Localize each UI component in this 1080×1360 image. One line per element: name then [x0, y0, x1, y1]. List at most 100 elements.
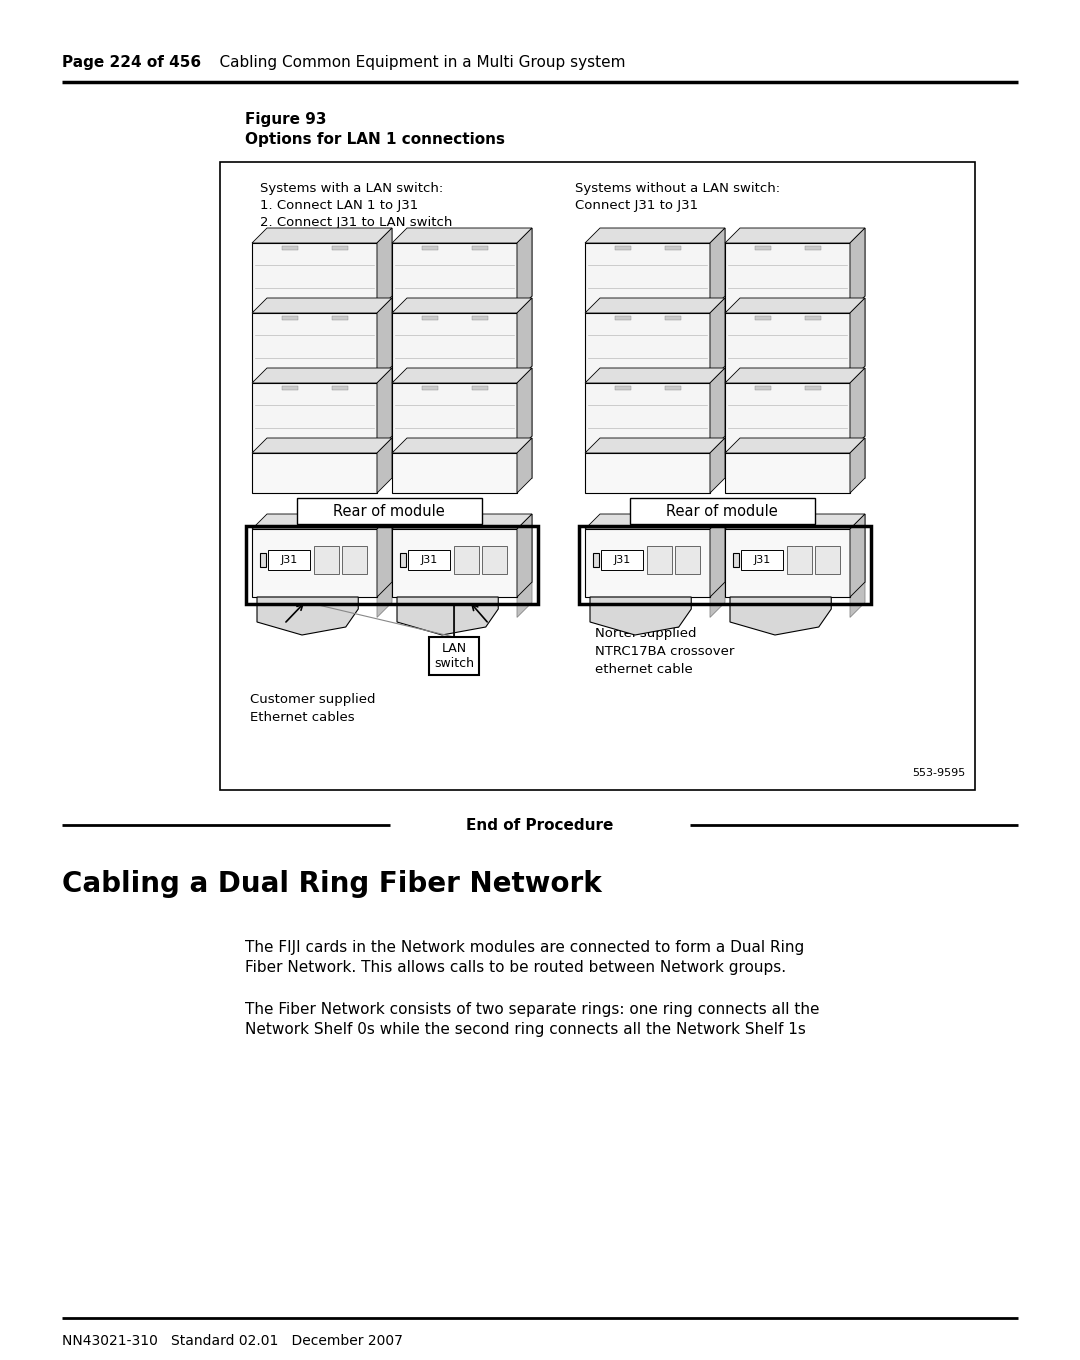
Polygon shape — [710, 369, 725, 452]
Bar — [600, 514, 725, 582]
Polygon shape — [585, 369, 725, 384]
Text: Network Shelf 0s while the second ring connects all the Network Shelf 1s: Network Shelf 0s while the second ring c… — [245, 1021, 806, 1036]
Polygon shape — [585, 228, 725, 243]
Bar — [725, 453, 850, 494]
Bar — [252, 384, 377, 452]
Polygon shape — [517, 514, 532, 597]
Bar — [246, 526, 538, 604]
Polygon shape — [585, 438, 725, 453]
Polygon shape — [725, 369, 865, 384]
Polygon shape — [377, 369, 392, 452]
Polygon shape — [392, 228, 532, 243]
Polygon shape — [710, 298, 725, 381]
Bar — [472, 386, 487, 390]
Text: Core/Net 1: Core/Net 1 — [418, 609, 489, 622]
Bar — [615, 316, 631, 320]
Bar — [332, 316, 348, 320]
Bar — [725, 313, 850, 381]
Bar — [585, 384, 710, 452]
Text: Options for LAN 1 connections: Options for LAN 1 connections — [245, 132, 505, 147]
Polygon shape — [730, 597, 832, 635]
Bar — [407, 298, 532, 366]
Bar — [585, 243, 710, 311]
Bar — [585, 453, 710, 494]
Bar — [725, 384, 850, 452]
Text: The Fiber Network consists of two separate rings: one ring connects all the: The Fiber Network consists of two separa… — [245, 1002, 820, 1017]
Bar — [252, 243, 377, 311]
Bar — [740, 438, 865, 477]
Bar — [267, 514, 392, 582]
Polygon shape — [252, 298, 392, 313]
Bar — [407, 228, 532, 296]
Text: Systems without a LAN switch:: Systems without a LAN switch: — [575, 182, 780, 194]
Bar — [342, 545, 367, 574]
Text: J31: J31 — [613, 555, 631, 564]
Bar — [755, 386, 770, 390]
Bar — [600, 298, 725, 366]
Bar — [421, 316, 437, 320]
Bar — [282, 386, 297, 390]
Polygon shape — [377, 438, 392, 494]
Polygon shape — [252, 369, 392, 384]
Text: J31: J31 — [281, 555, 298, 564]
Text: 553-9595: 553-9595 — [912, 768, 966, 778]
Text: Customer supplied
Ethernet cables: Customer supplied Ethernet cables — [249, 694, 376, 724]
Text: End of Procedure: End of Procedure — [467, 817, 613, 832]
Bar — [664, 316, 680, 320]
Bar — [675, 545, 700, 574]
Bar — [482, 545, 507, 574]
Bar — [392, 529, 517, 597]
Bar — [740, 514, 865, 582]
Bar — [252, 313, 377, 381]
Bar — [472, 246, 487, 250]
Polygon shape — [725, 228, 865, 243]
Bar — [664, 386, 680, 390]
Bar — [267, 369, 392, 437]
Text: 1. Connect LAN 1 to J31: 1. Connect LAN 1 to J31 — [260, 199, 418, 212]
Polygon shape — [392, 369, 532, 384]
Bar — [454, 545, 480, 574]
Text: Cabling Common Equipment in a Multi Group system: Cabling Common Equipment in a Multi Grou… — [200, 54, 625, 69]
Polygon shape — [585, 298, 725, 313]
Bar — [805, 316, 821, 320]
Bar — [755, 246, 770, 250]
Bar — [252, 529, 377, 597]
Bar — [297, 498, 482, 524]
Bar — [600, 369, 725, 437]
Bar — [615, 386, 631, 390]
Bar — [429, 636, 480, 675]
Bar — [260, 552, 266, 567]
Polygon shape — [252, 438, 392, 453]
Text: Fiber Network. This allows calls to be routed between Network groups.: Fiber Network. This allows calls to be r… — [245, 960, 786, 975]
Bar — [733, 552, 739, 567]
Text: Core/Net 0: Core/Net 0 — [611, 609, 683, 622]
Polygon shape — [397, 597, 498, 635]
Bar — [579, 526, 870, 604]
Bar — [407, 369, 532, 437]
Polygon shape — [590, 597, 691, 635]
Polygon shape — [710, 228, 725, 311]
Text: Core/Net 0: Core/Net 0 — [279, 609, 350, 622]
Text: Rear of module: Rear of module — [333, 503, 445, 518]
Bar — [740, 228, 865, 296]
Polygon shape — [725, 438, 865, 453]
Text: NN43021-310   Standard 02.01   December 2007: NN43021-310 Standard 02.01 December 2007 — [62, 1334, 403, 1348]
Text: J31: J31 — [754, 555, 771, 564]
Polygon shape — [710, 514, 725, 597]
Polygon shape — [517, 438, 532, 494]
Bar — [282, 246, 297, 250]
Bar — [755, 316, 770, 320]
Bar — [314, 545, 339, 574]
Polygon shape — [392, 298, 532, 313]
Bar — [408, 549, 450, 570]
Bar — [805, 246, 821, 250]
Bar — [815, 545, 840, 574]
Polygon shape — [252, 228, 392, 243]
Bar — [421, 246, 437, 250]
Bar — [407, 438, 532, 477]
Polygon shape — [850, 228, 865, 311]
Bar — [332, 246, 348, 250]
Bar — [392, 243, 517, 311]
Text: Connect J31 to J31: Connect J31 to J31 — [575, 199, 698, 212]
Bar — [421, 386, 437, 390]
